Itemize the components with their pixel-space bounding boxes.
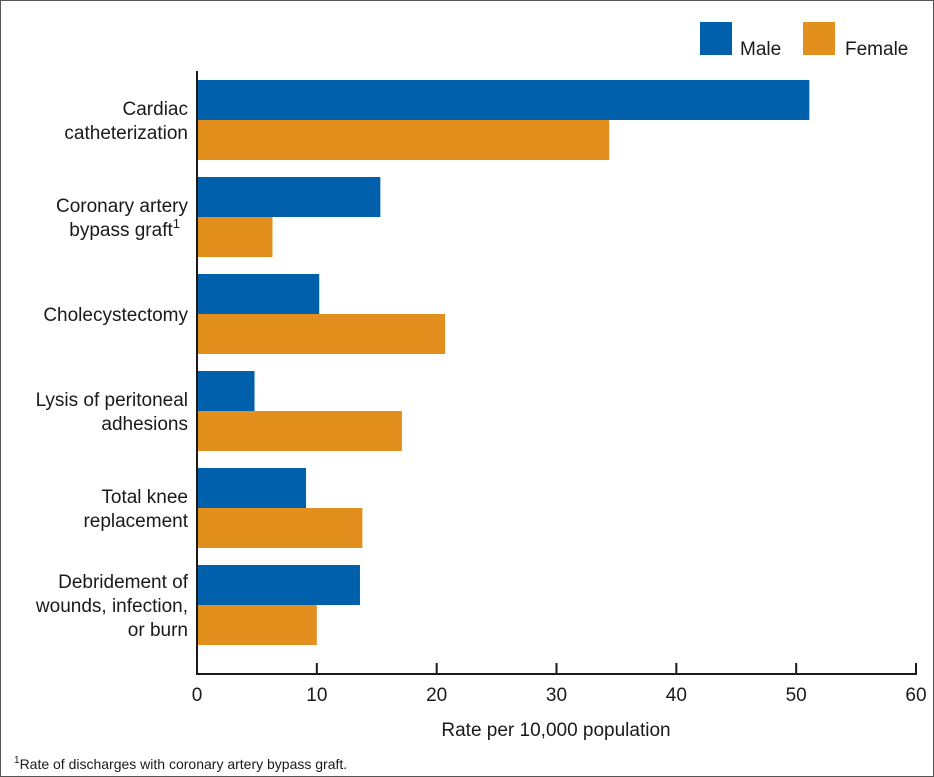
category-label-3-line-0: Lysis of peritoneal (36, 390, 188, 411)
legend-label-male: Male (740, 39, 781, 60)
footnote: 1Rate of discharges with coronary artery… (14, 755, 347, 772)
category-label-5-line-1: wounds, infection, (35, 596, 188, 617)
bar-female-2 (197, 314, 446, 354)
bar-female-1 (197, 217, 273, 257)
category-label-5-line-2: or burn (128, 620, 188, 641)
x-tick-label-0: 0 (192, 685, 203, 706)
legend-swatch-male (700, 22, 732, 55)
bar-male-3 (197, 371, 255, 411)
bar-male-0 (197, 80, 810, 120)
bar-male-4 (197, 468, 307, 508)
bar-male-5 (197, 565, 360, 605)
bar-male-1 (197, 177, 381, 217)
category-label-2-line-0: Cholecystectomy (43, 305, 188, 326)
x-tick-label-3: 30 (546, 685, 567, 706)
footnote-text: Rate of discharges with coronary artery … (20, 756, 348, 772)
x-tick-label-4: 40 (666, 685, 687, 706)
category-label-5-line-0: Debridement of (58, 572, 189, 593)
x-tick-label-5: 50 (786, 685, 807, 706)
category-label-4-line-1: replacement (83, 511, 188, 532)
legend-label-female: Female (845, 39, 908, 60)
x-ticks: 0 10 20 30 40 50 60 (192, 663, 927, 706)
legend-swatch-female (803, 22, 835, 55)
bars-group (197, 80, 810, 645)
x-tick-label-6: 60 (905, 685, 926, 706)
category-labels: Cardiac catheterization Coronary arterybyp… (35, 99, 189, 641)
bar-female-5 (197, 605, 317, 645)
x-tick-label-2: 20 (426, 685, 447, 706)
category-label-3-line-1: adhesions (101, 414, 188, 435)
category-label-0-line-1: catheterization (64, 123, 188, 144)
footnote-marker: 1 (14, 755, 20, 766)
bar-female-3 (197, 411, 402, 451)
category-label-4-line-0: Total knee (101, 487, 188, 508)
category-superscript-1: 1 (173, 216, 180, 231)
x-axis-title: Rate per 10,000 population (441, 720, 670, 741)
bar-female-0 (197, 120, 610, 160)
category-label-1-line-0: Coronary artery (56, 196, 188, 217)
bar-male-2 (197, 274, 320, 314)
bar-female-4 (197, 508, 363, 548)
x-tick-label-1: 10 (306, 685, 327, 706)
category-label-1-line-1: bypass graft1 (69, 216, 180, 241)
legend: Male Female (700, 22, 908, 60)
category-label-0-line-0: Cardiac (123, 99, 188, 120)
